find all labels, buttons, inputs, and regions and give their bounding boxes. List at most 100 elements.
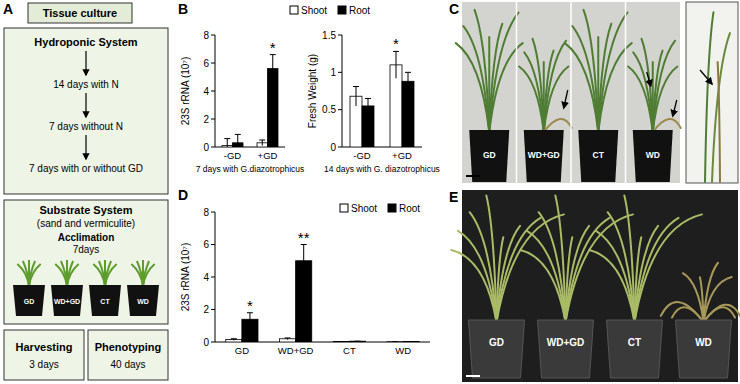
error-bar [259,140,265,146]
leaf [475,10,490,132]
leaf [683,273,704,322]
legend-label: Root [349,5,370,16]
leaf [489,43,522,132]
error-bar [247,313,253,326]
substrate-box [4,200,168,324]
error-bar [231,339,237,341]
x-tick-label: -GD [224,150,242,161]
y-tick-label: 6 [203,239,209,250]
figure: Tissue cultureHydroponic System14 days w… [0,0,740,384]
y-label: Fresh Weight (g) [307,54,318,128]
x-tick-label: WD [395,345,411,356]
y-tick-label: 0.5 [322,104,336,115]
y-tick-label: 2 [203,304,209,315]
pot [676,320,732,378]
y-tick [338,72,342,73]
photo-divider [570,2,572,183]
hydroponic-step: 7 days without N [49,121,123,132]
pot [578,130,618,182]
y-tick [338,109,342,110]
scale-bar [466,175,480,177]
y-axis [215,212,216,342]
panel-a: Tissue cultureHydroponic System14 days w… [4,3,168,380]
pot [13,285,45,316]
leaf [635,218,679,322]
panel-c-photo: GD WD+GD CT WD [456,2,738,183]
leaf [544,66,569,132]
panel-label: E [449,189,458,205]
pot-label: CT [593,150,605,160]
acclimation-days: 7days [73,244,100,255]
bar [280,339,296,342]
y-tick-label: 4 [203,272,209,283]
pot-plant [143,264,155,286]
error-bar [365,98,371,113]
pot-label: GD [24,298,35,305]
leaf [598,13,627,132]
marks [222,55,278,147]
leaf [641,39,652,132]
legend-swatch [340,204,348,212]
pot-label: WD [646,150,660,160]
legend-label: Shoot [351,203,377,214]
hydroponic-step: 7 days with or without GD [29,163,143,174]
pot-label: WD+GD [528,150,560,160]
pot [538,320,594,378]
pot-label: GD [483,150,496,160]
y-tick-label: 0 [330,142,336,153]
x-tick-label: WD+GD [278,345,314,356]
hydroponic-title: Hydroponic System [34,36,138,48]
y-axis [342,35,343,147]
significance: * [270,39,276,56]
y-label: 23S rRNA (10⁷) [180,243,191,312]
bar [403,341,419,342]
leaf [704,305,740,322]
legend-swatch [290,6,298,14]
error-bar [354,341,360,342]
photo-divider [516,2,518,183]
y-tick-label: 8 [203,30,209,41]
pot [51,285,83,316]
pot-label: WD+GD [547,337,585,348]
leaf [489,13,518,132]
x-tick-label: +GD [258,150,278,161]
y-tick-label: 2 [203,114,209,125]
leaf [497,218,541,322]
leaf [470,212,497,322]
y-tick [211,35,215,36]
bar-chart: 00.511.5Fresh Weight (g)-GD+GD*14 days w… [307,30,440,175]
hydroponic-box [4,28,168,194]
panel-label: B [178,1,188,17]
pot [469,320,525,378]
leaf [653,66,678,132]
bar-chart: 0246823S rRNA (10⁷)-GD+GD*7 days with G.… [180,5,370,174]
leaf [539,212,566,322]
x-tick-label: CT [343,345,356,356]
photo-arrow [647,72,651,86]
y-tick [211,91,215,92]
bar [402,81,414,147]
photo-divider [625,2,627,183]
phenotyping-box [88,330,168,380]
photo-arrow [564,90,568,108]
significance: * [393,35,399,52]
leaf [712,33,730,182]
harvesting-box [4,330,84,380]
pot-label: WD [695,337,712,348]
x-tick-label: -GD [353,150,371,161]
error-bar [338,341,344,342]
leaf [624,195,634,322]
y-tick [338,35,342,36]
bar [387,341,403,342]
y-tick-label: 1.5 [322,30,336,41]
bar [333,341,349,342]
substrate-subtitle: (sand and vermiculite) [37,218,135,229]
error-bar [224,139,230,147]
y-tick-label: 6 [203,58,209,69]
bar-chart: 0246823S rRNA (10⁷)GDWD+GDCTWD***ShootRo… [180,203,430,356]
pot-label: WD [137,298,149,305]
panel-label: D [178,187,188,203]
y-tick [211,277,215,278]
tissue-box [28,3,132,23]
pot [633,130,673,182]
